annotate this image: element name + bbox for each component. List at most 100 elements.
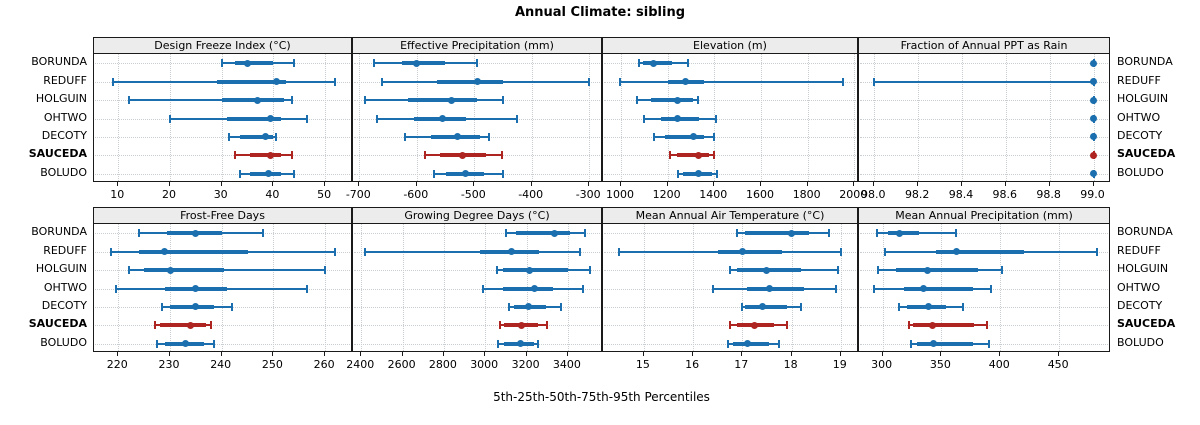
row-guide [95,343,350,345]
gridline-vertical [854,54,856,181]
median-dot [1090,115,1097,122]
cap-right [588,77,591,86]
axis-tick-label: 98.4 [948,188,974,201]
panel-strip: Mean Annual Air Temperature (°C) [602,207,858,223]
axis-tick [692,352,694,356]
cap-right [987,339,990,348]
axis-tick-label: -600 [403,188,429,201]
row-guide [860,100,1108,102]
median-dot [738,248,746,256]
median-dot [788,229,796,237]
cap-right [293,169,296,178]
axis-tick [1092,182,1094,186]
gridline-vertical [840,224,842,351]
panel [93,53,352,182]
cap-left [643,114,646,123]
axis-tick [790,352,792,356]
median-dot [187,321,195,329]
median-dot [550,229,558,237]
iqr-band [665,134,704,139]
axis-tick-label: 3400 [552,358,581,371]
iqr-band [747,286,804,291]
cap-left [726,339,729,348]
median-dot [507,248,515,256]
iqr-band [144,268,225,273]
axis-tick-label: 19 [832,358,847,371]
cap-left [711,284,714,293]
cap-right [306,284,308,293]
cap-left [741,302,744,311]
axis-tick [853,182,855,186]
cap-left [637,59,640,68]
cap-right [834,284,837,293]
iqr-band [139,249,248,254]
cap-left [153,321,156,330]
cap-right [324,266,327,275]
median-dot [1090,78,1097,86]
axis-tick [324,182,326,186]
axis-tick-label: 1200 [652,188,681,201]
gridline-vertical [361,224,363,351]
axis-tick-label: 240 [210,358,232,371]
median-dot [166,266,174,274]
median-dot [462,170,470,178]
axis-tick-label: 10 [110,188,125,201]
cap-left [873,284,876,293]
iqr-band [913,323,975,328]
gridline-vertical [621,54,622,181]
median-dot [517,321,525,329]
median-dot [439,115,447,122]
whisker-line [619,80,843,83]
median-dot [531,285,539,292]
panel-strip: Design Freeze Index (°C) [93,37,352,53]
cap-left [156,339,159,348]
axis-tick [666,182,668,186]
iqr-band [221,98,284,103]
median-dot [267,115,275,122]
gridline-vertical [962,54,963,181]
iqr-band [170,304,214,309]
median-dot [161,248,169,256]
median-dot [526,266,534,274]
axis-tick [566,352,568,356]
gridline-vertical [807,54,809,181]
axis-tick-label: 98.2 [904,188,930,201]
site-label-left: HOLGUIN [35,92,87,106]
cap-left [498,321,501,330]
axis-tick-label: 16 [685,358,700,371]
axis-tick [999,352,1001,356]
iqr-band [250,153,282,158]
axis-tick-label: 3000 [470,358,499,371]
panel [93,223,352,352]
axis-tick-label: 450 [1047,358,1069,371]
site-label-right: DECOTY [1117,298,1163,312]
axis-tick [220,182,222,186]
axis-tick [760,182,761,186]
axis-tick [169,352,170,356]
cap-left [114,284,117,293]
cap-right [546,321,549,330]
cap-right [713,132,716,141]
site-label-left: BORUNDA [31,225,87,239]
axis-tick [806,182,808,186]
axis-tick-label: 98.6 [992,188,1018,201]
axis-tick [620,182,621,186]
cap-left [618,77,621,86]
cap-right [697,96,699,105]
gridline-vertical [359,54,361,181]
median-dot [895,229,903,237]
row-guide [95,155,350,157]
row-guide [354,233,600,235]
median-dot [694,151,702,159]
site-label-left: OHTWO [43,280,87,294]
iqr-band [216,79,287,84]
cap-right [500,151,503,160]
median-dot [244,59,251,67]
row-guide [604,136,856,138]
median-dot [673,96,681,104]
cap-left [375,114,378,123]
row-guide [354,325,600,327]
axis-tick-label: 1800 [792,188,821,201]
row-guide [860,155,1108,157]
axis-tick [401,352,403,356]
